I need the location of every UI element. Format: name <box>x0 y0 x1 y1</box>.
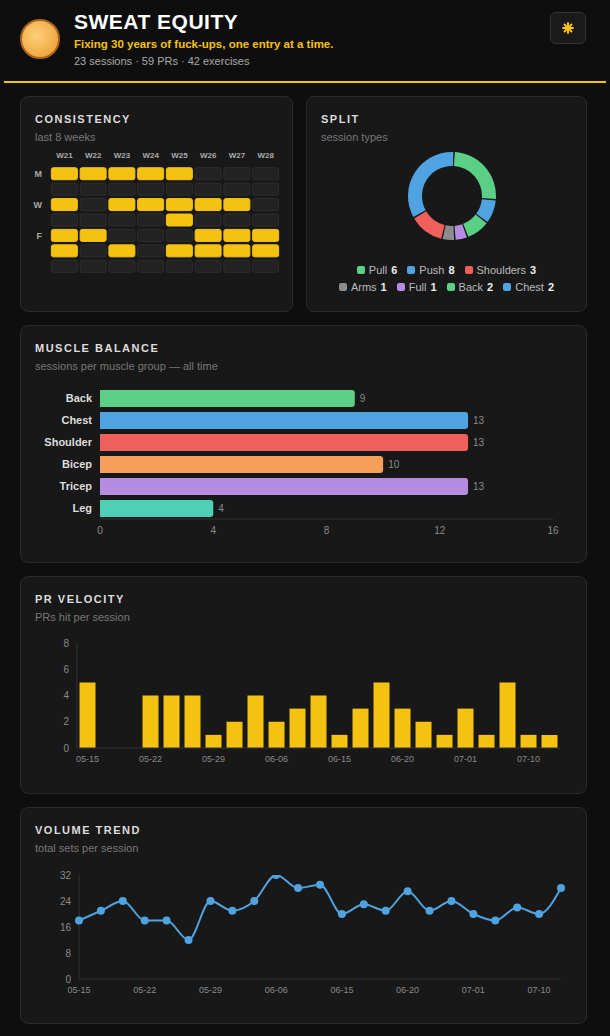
svg-text:W: W <box>34 200 43 210</box>
svg-text:M: M <box>35 169 43 179</box>
html-text:Back 2: Back 2 <box>458 280 494 293</box>
svg-text:05-29: 05-29 <box>202 754 225 764</box>
svg-text:W22: W22 <box>85 151 102 160</box>
svg-text:Shoulder: Shoulder <box>44 436 92 448</box>
svg-text:07-10: 07-10 <box>517 754 540 764</box>
svg-text:Chest: Chest <box>61 414 92 426</box>
html-text:23 sessions · 59 PRs · 42 exer: 23 sessions · 59 PRs · 42 exercises <box>74 55 250 67</box>
svg-text:W27: W27 <box>229 151 246 160</box>
svg-text:10: 10 <box>388 459 400 470</box>
html-text:Fixing 30 years of fuck-ups, o: Fixing 30 years of fuck-ups, one entry a… <box>74 38 334 50</box>
svg-text:6: 6 <box>63 664 69 675</box>
svg-text:32: 32 <box>60 870 72 881</box>
svg-text:06-15: 06-15 <box>330 985 353 995</box>
svg-text:8: 8 <box>324 525 330 536</box>
svg-text:05-22: 05-22 <box>133 985 156 995</box>
svg-text:2: 2 <box>63 716 69 727</box>
html-text:sessions per muscle group — al: sessions per muscle group — all time <box>35 360 218 372</box>
svg-text:12: 12 <box>434 525 446 536</box>
svg-text:4: 4 <box>218 503 224 514</box>
svg-text:8: 8 <box>63 638 69 649</box>
html-text:MUSCLE BALANCE: MUSCLE BALANCE <box>35 342 160 354</box>
html-text:CONSISTENCY: CONSISTENCY <box>35 113 131 125</box>
svg-text:Tricep: Tricep <box>60 480 93 492</box>
svg-text:05-22: 05-22 <box>139 754 162 764</box>
html-text:Shoulders 3: Shoulders 3 <box>476 263 537 276</box>
html-text:total sets per session: total sets per session <box>35 842 139 854</box>
svg-text:06-20: 06-20 <box>396 985 419 995</box>
svg-text:07-01: 07-01 <box>454 754 477 764</box>
html-text:PRs hit per session: PRs hit per session <box>35 611 130 623</box>
svg-text:0: 0 <box>97 525 103 536</box>
svg-text:13: 13 <box>473 481 485 492</box>
svg-text:05-15: 05-15 <box>67 985 90 995</box>
html-text:session types: session types <box>321 131 388 143</box>
svg-text:W25: W25 <box>171 151 188 160</box>
html-text:Full 1: Full 1 <box>408 280 437 293</box>
svg-text:06-15: 06-15 <box>328 754 351 764</box>
svg-text:W23: W23 <box>114 151 131 160</box>
svg-text:W24: W24 <box>142 151 159 160</box>
svg-text:W21: W21 <box>56 151 73 160</box>
svg-text:13: 13 <box>473 437 485 448</box>
svg-text:F: F <box>37 231 43 241</box>
svg-text:07-01: 07-01 <box>462 985 485 995</box>
svg-text:06-06: 06-06 <box>265 754 288 764</box>
svg-text:24: 24 <box>60 896 72 907</box>
svg-text:06-06: 06-06 <box>265 985 288 995</box>
svg-text:0: 0 <box>63 743 69 754</box>
svg-text:16: 16 <box>60 922 72 933</box>
svg-text:16: 16 <box>547 525 559 536</box>
html-text:Pull 6: Pull 6 <box>368 263 398 276</box>
svg-text:07-10: 07-10 <box>528 985 551 995</box>
html-text:Arms 1: Arms 1 <box>350 280 387 293</box>
svg-text:Bicep: Bicep <box>62 458 92 470</box>
svg-text:8: 8 <box>65 948 71 959</box>
svg-text:4: 4 <box>210 525 216 536</box>
html-text:Push 8: Push 8 <box>419 263 455 276</box>
svg-text:Leg: Leg <box>72 502 92 514</box>
svg-text:13: 13 <box>473 415 485 426</box>
svg-text:0: 0 <box>65 974 71 985</box>
svg-text:9: 9 <box>360 393 366 404</box>
html-text:PR VELOCITY: PR VELOCITY <box>35 593 125 605</box>
html-text:last 8 weeks: last 8 weeks <box>35 131 96 143</box>
html-text:Chest 2: Chest 2 <box>515 280 555 293</box>
html-text:VOLUME TREND: VOLUME TREND <box>35 824 141 836</box>
svg-text:4: 4 <box>63 690 69 701</box>
html-text:SWEAT EQUITY: SWEAT EQUITY <box>74 10 239 33</box>
html-text:SPLIT: SPLIT <box>321 113 360 125</box>
svg-text:05-29: 05-29 <box>199 985 222 995</box>
svg-text:W26: W26 <box>200 151 217 160</box>
svg-text:W28: W28 <box>257 151 274 160</box>
svg-text:06-20: 06-20 <box>391 754 414 764</box>
svg-text:Back: Back <box>66 392 93 404</box>
svg-text:05-15: 05-15 <box>76 754 99 764</box>
